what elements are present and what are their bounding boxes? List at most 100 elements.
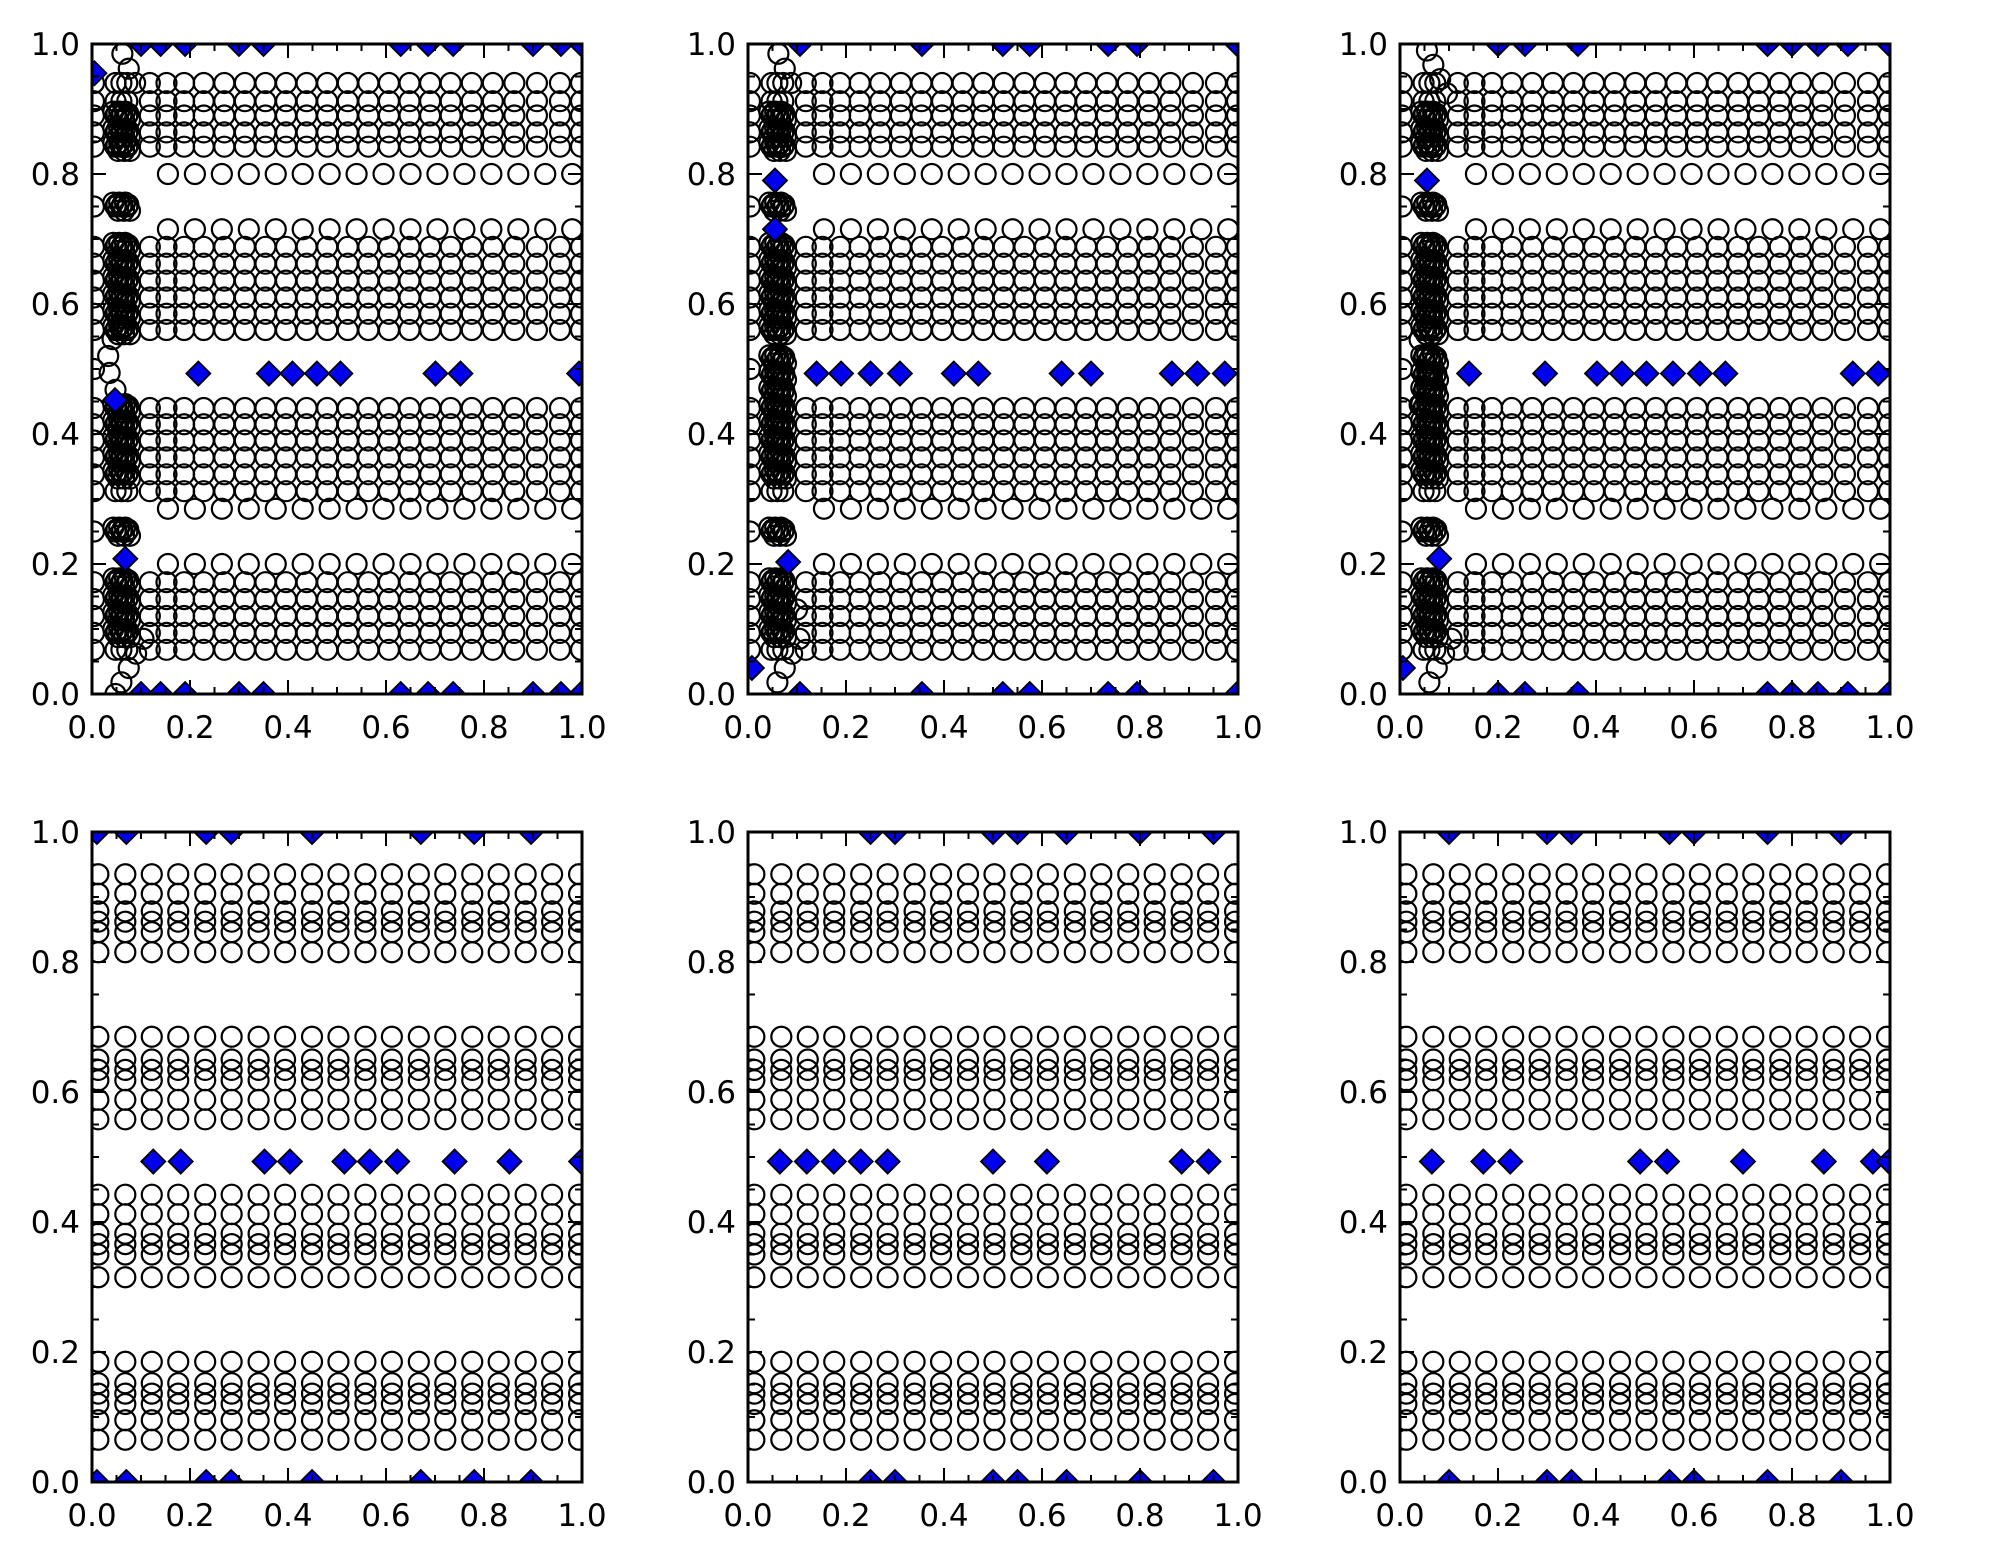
data-point-diamond [1211,360,1238,387]
y-tick-label: 0.6 [31,1075,80,1111]
data-point-circle [114,1243,137,1266]
data-point-circle [903,1243,926,1266]
data-point-circle [811,286,834,309]
data-point-circle [1635,1392,1658,1416]
data-point-circle [1789,121,1812,144]
data-point-circle [1159,638,1182,661]
data-point-circle [237,162,260,186]
data-point-circle [983,1203,1006,1226]
data-point-circle [1624,71,1647,95]
data-point-circle [1463,71,1486,95]
data-point-circle [114,1350,137,1373]
data-point-circle [1833,90,1857,113]
data-point-circle [1688,941,1711,964]
data-point-circle [1789,90,1812,113]
data-point-circle [1833,463,1857,486]
data-point-circle [247,1382,270,1405]
data-point-diamond [517,1468,545,1482]
data-point-circle [1528,1382,1551,1405]
data-point-circle [453,552,476,576]
data-point-circle [1707,552,1730,576]
data-point-diamond [1033,1148,1061,1175]
data-point-circle [1204,71,1228,95]
data-point-circle [1644,71,1667,95]
data-point-circle [1400,520,1414,543]
data-point-circle [1090,1382,1113,1405]
y-tick-label: 0.2 [687,547,736,583]
data-point-circle [514,1350,537,1373]
data-point-circle [1137,621,1160,645]
data-point-circle [1422,1243,1445,1266]
data-point-circle [114,910,137,933]
data-point-circle [1811,135,1834,158]
data-point-circle [1036,1243,1059,1266]
data-point-circle [1715,1243,1738,1266]
data-point-circle [1581,882,1605,905]
data-point-circle [866,162,889,186]
data-point-circle [1833,235,1857,258]
data-point-circle [327,1025,350,1048]
data-point-circle [1010,1058,1033,1082]
data-point-circle [140,1382,163,1405]
data-point-circle [1734,552,1757,576]
data-point-circle [155,302,178,325]
data-point-circle [876,910,899,933]
data-point-circle [407,1058,430,1082]
y-tick-label: 0.0 [1339,1465,1388,1501]
data-point-circle [1422,1350,1445,1373]
data-point-circle [850,1428,873,1451]
data-point-circle [503,135,526,158]
data-point-circle [503,286,526,309]
data-point-circle [561,497,582,520]
data-point-circle [318,218,341,241]
data-point-circle [1769,1203,1792,1226]
data-point-diamond [1123,680,1151,694]
data-point-circle [273,1025,297,1048]
data-point-circle [1789,604,1812,628]
data-point-circle [254,71,277,95]
data-point-circle [1010,1108,1033,1131]
data-point-circle [848,71,871,95]
data-point-circle [1422,1428,1445,1451]
data-point-circle [514,1108,537,1131]
data-point-circle [876,1108,899,1131]
data-point-circle [567,1428,582,1451]
data-point-circle [1833,571,1857,594]
data-point-circle [1475,1108,1498,1131]
data-point-circle [1109,162,1132,186]
data-point-circle [481,480,504,503]
data-point-circle [273,882,297,905]
data-point-circle [929,1058,953,1082]
data-point-circle [1849,1350,1872,1373]
data-point-circle [1143,1243,1166,1266]
data-point-circle [336,135,359,158]
data-point-circle [1159,235,1182,258]
data-point-circle [850,1203,873,1226]
data-point-circle [541,1266,564,1289]
data-point-circle [920,218,943,241]
data-point-circle [1421,131,1445,154]
data-point-circle [503,71,526,95]
data-point-circle [1170,1203,1193,1226]
data-point-circle [1422,1058,1445,1082]
data-point-circle [274,135,298,158]
data-point-circle [461,1392,484,1416]
data-point-circle [770,1392,793,1416]
data-point-circle [920,552,943,576]
data-point-circle [372,497,395,520]
data-point-circle [398,135,421,158]
data-point-diamond [761,167,789,194]
data-point-circle [167,1243,190,1266]
data-point-circle [167,1203,190,1226]
data-point-diamond [847,1148,874,1175]
data-point-circle [503,463,526,486]
data-point-circle [1159,135,1182,158]
data-point-circle [407,910,430,933]
data-point-circle [1001,162,1024,186]
data-point-diamond [1729,1148,1757,1175]
data-point-circle [525,235,549,258]
data-point-circle [1581,1266,1605,1289]
data-point-diamond [567,680,582,694]
data-point-circle [1811,480,1834,503]
data-point-circle [770,1243,793,1266]
